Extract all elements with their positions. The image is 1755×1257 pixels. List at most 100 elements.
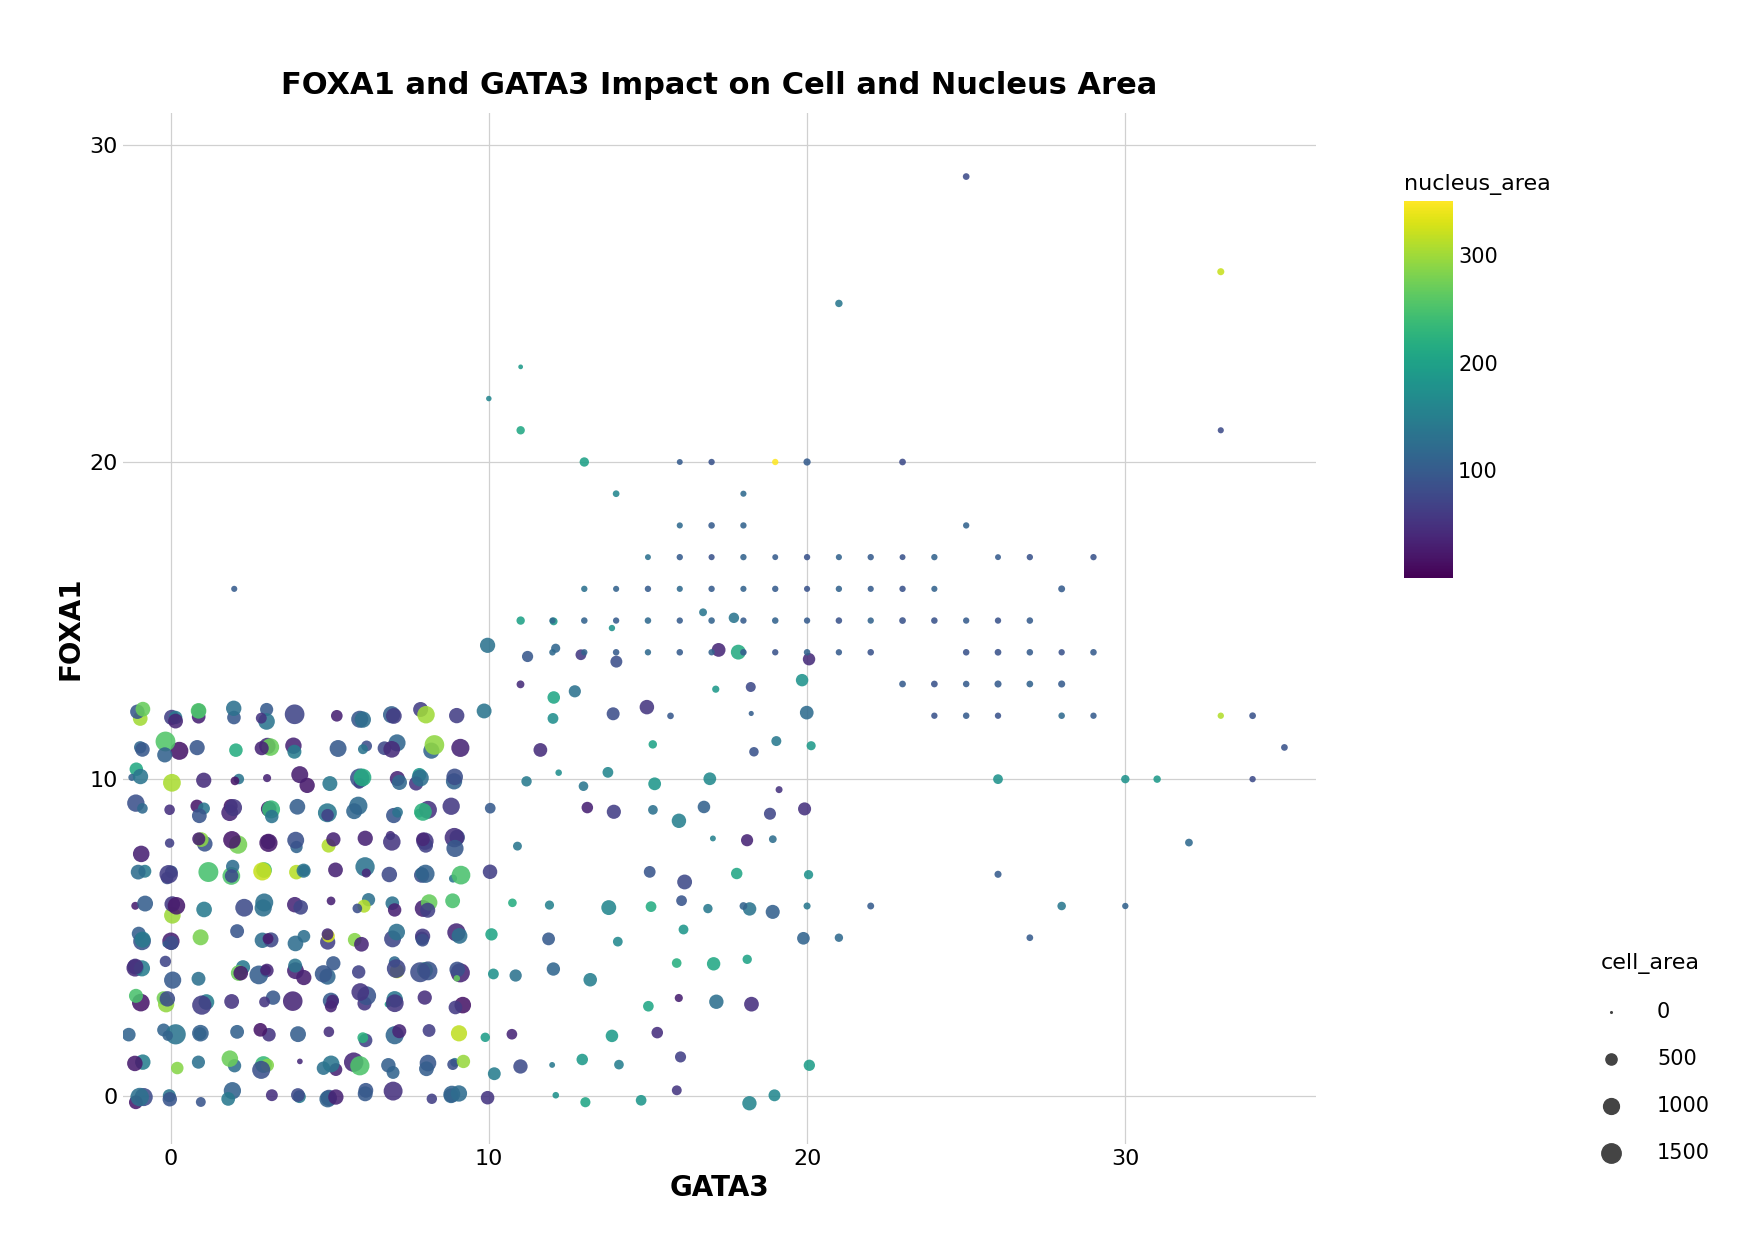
Point <box>126 767 154 787</box>
Point <box>634 611 662 631</box>
Point <box>723 864 751 884</box>
Point <box>151 934 179 954</box>
Point <box>1239 769 1267 789</box>
Point <box>218 992 246 1012</box>
Point <box>351 1031 379 1051</box>
Point <box>340 930 369 950</box>
Point <box>321 860 349 880</box>
Point <box>702 992 730 1012</box>
Point <box>669 919 697 939</box>
Point <box>158 894 186 914</box>
Point <box>634 997 662 1017</box>
Point <box>246 1019 274 1040</box>
Point <box>128 1052 156 1072</box>
Point <box>793 453 821 473</box>
Point <box>414 900 442 920</box>
Point <box>409 930 437 950</box>
Point <box>665 453 693 473</box>
Point <box>249 860 277 880</box>
Point <box>856 578 885 598</box>
Point <box>446 926 474 947</box>
Point <box>128 798 156 818</box>
Point <box>405 803 433 823</box>
Point <box>121 958 149 978</box>
Point <box>409 802 437 822</box>
Point <box>539 959 567 979</box>
Point <box>444 827 472 847</box>
Point <box>439 891 467 911</box>
Point <box>254 832 283 852</box>
Point <box>602 642 630 662</box>
Point <box>290 861 318 881</box>
Point <box>888 674 916 694</box>
Title: FOXA1 and GATA3 Impact on Cell and Nucleus Area: FOXA1 and GATA3 Impact on Cell and Nucle… <box>281 70 1158 99</box>
Point <box>697 642 725 662</box>
Point <box>286 1086 314 1106</box>
Point <box>321 1087 349 1107</box>
Point <box>183 796 211 816</box>
Point <box>730 578 758 598</box>
Point <box>254 799 283 820</box>
Point <box>690 602 718 622</box>
Point <box>602 578 630 598</box>
Point <box>856 896 885 916</box>
Point <box>323 705 351 725</box>
Point <box>349 739 377 759</box>
Point <box>665 515 693 535</box>
Point <box>441 772 469 792</box>
Point <box>190 771 218 791</box>
Point <box>695 769 723 789</box>
Point <box>542 1085 570 1105</box>
Point <box>498 1024 526 1045</box>
Point <box>281 960 309 980</box>
Point <box>665 811 693 831</box>
Point <box>470 701 498 722</box>
Point <box>734 830 762 850</box>
Point <box>498 892 526 913</box>
Point <box>353 985 381 1006</box>
Point <box>856 547 885 567</box>
Point <box>244 965 272 985</box>
Point <box>123 759 151 779</box>
Point <box>476 862 504 882</box>
Point <box>121 985 149 1006</box>
Point <box>314 836 342 856</box>
Point <box>284 1085 312 1105</box>
Point <box>639 799 667 820</box>
Point <box>442 923 470 943</box>
Point <box>412 705 441 725</box>
Point <box>281 704 309 724</box>
Point <box>444 1084 472 1104</box>
Point <box>762 547 790 567</box>
Point <box>283 797 311 817</box>
Point <box>1048 578 1076 598</box>
Point <box>286 897 314 918</box>
Point <box>985 642 1013 662</box>
Point <box>762 611 790 631</box>
Point <box>985 865 1013 885</box>
Point <box>226 963 254 983</box>
Point <box>193 992 221 1012</box>
Point <box>158 905 186 925</box>
Point <box>856 611 885 631</box>
Point <box>665 578 693 598</box>
Point <box>888 611 916 631</box>
Point <box>125 862 153 882</box>
Point <box>1174 832 1202 852</box>
Point <box>737 994 765 1014</box>
Point <box>383 733 411 753</box>
Point <box>190 900 218 920</box>
Point <box>219 797 247 817</box>
Point <box>379 1062 407 1082</box>
Point <box>314 1089 342 1109</box>
Point <box>290 861 318 881</box>
Point <box>762 642 790 662</box>
Point <box>126 843 154 864</box>
Point <box>442 968 470 988</box>
Point <box>214 1089 242 1109</box>
Point <box>758 901 786 921</box>
Point <box>412 836 441 856</box>
Point <box>253 699 281 719</box>
Point <box>542 639 570 659</box>
Point <box>1048 705 1076 725</box>
